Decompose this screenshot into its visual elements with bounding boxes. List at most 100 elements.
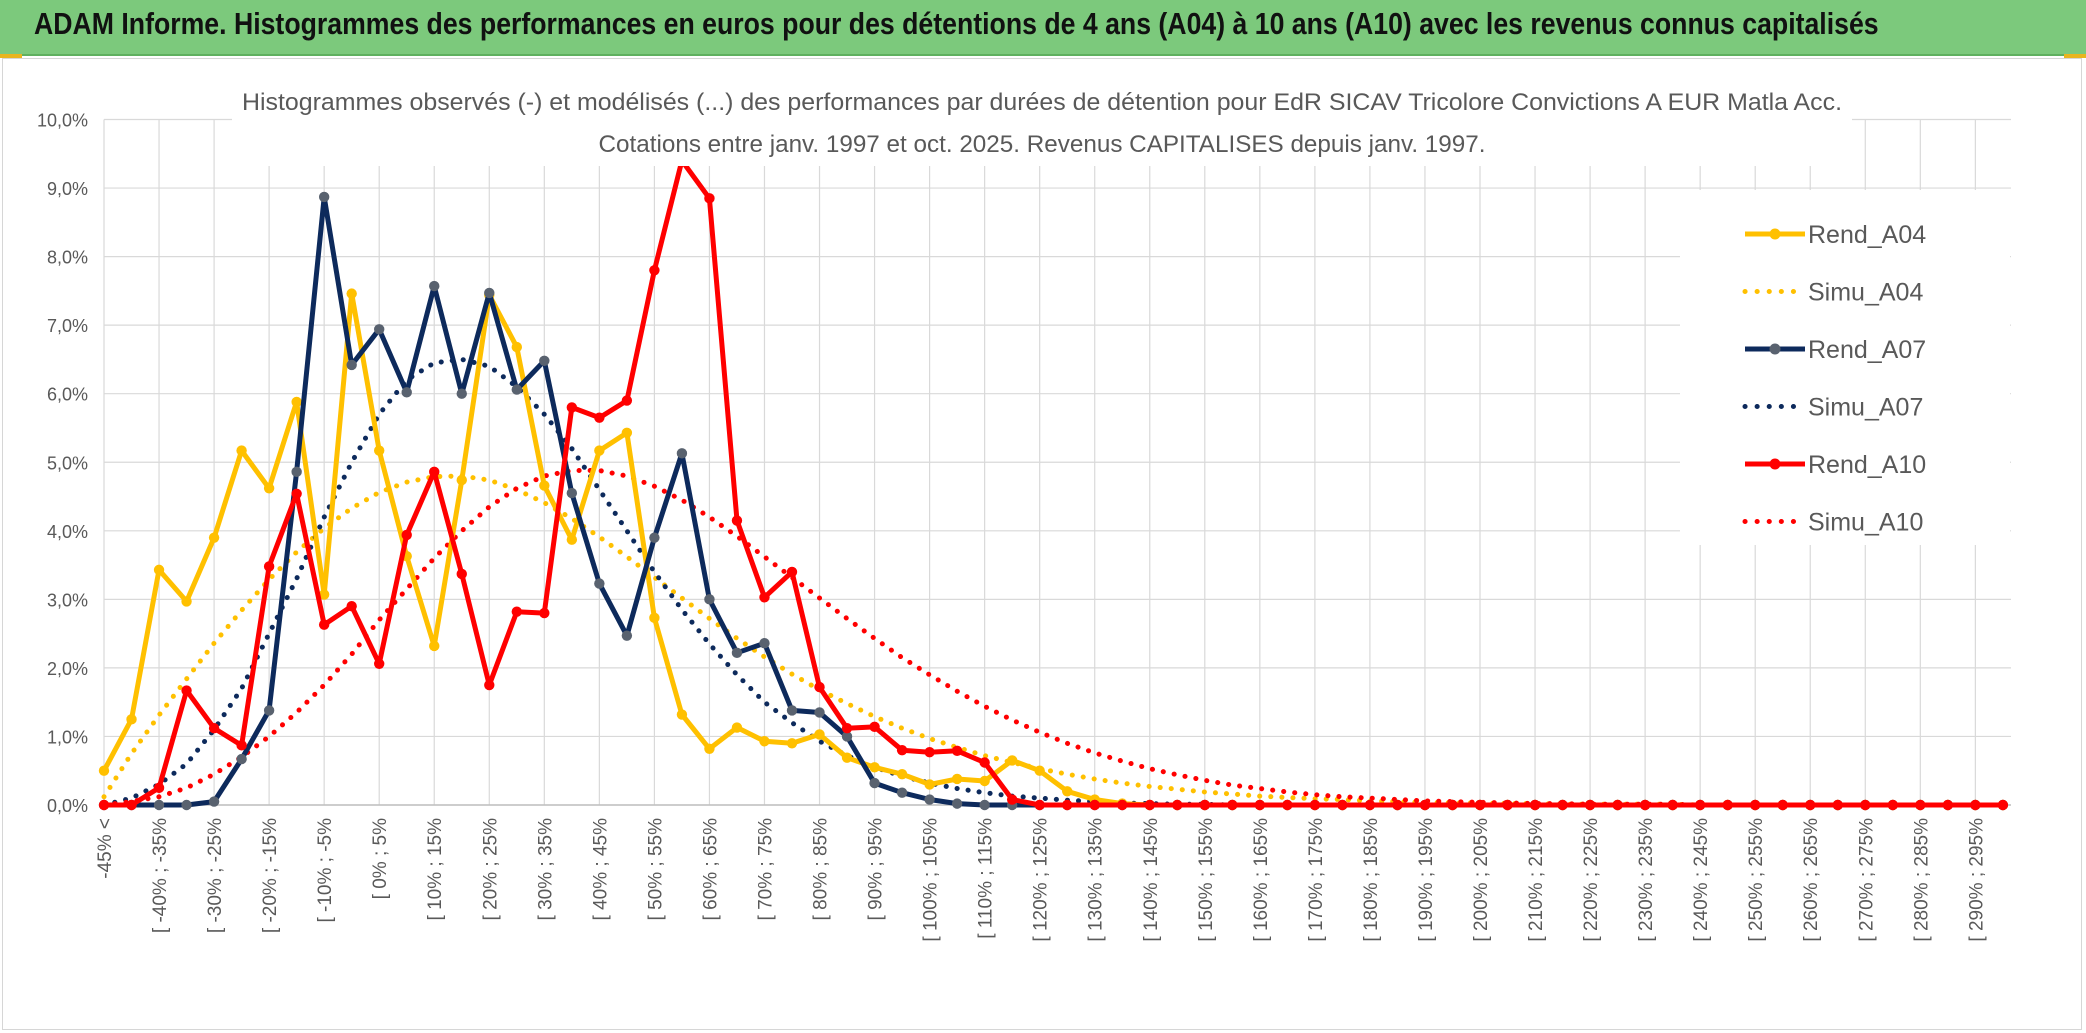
chart-titles: Histogrammes observés (-) et modélisés (… (232, 80, 1852, 166)
data-point (401, 387, 412, 398)
data-point (98, 765, 110, 776)
page-title: ADAM Informe. Histogrammes des performan… (34, 6, 1879, 41)
data-point (346, 601, 357, 612)
x-tick-label: [ 110% ; 115% (976, 818, 997, 939)
data-point (731, 647, 743, 659)
y-tick-label: 6,0% (47, 385, 88, 405)
data-point (786, 738, 798, 749)
x-tick-label: [ 270% ; 275% (1856, 818, 1877, 942)
x-tick-label: [ 290% ; 295% (1966, 818, 1987, 942)
chart-frame (2, 58, 2082, 1030)
grid (103, 118, 2011, 806)
data-point (429, 640, 440, 652)
legend-item-rend-a10: Rend_A10 (1745, 451, 1926, 479)
data-point (318, 191, 330, 203)
x-tick-label: [ -20% ; -15% (260, 818, 281, 933)
data-point (594, 578, 605, 589)
y-tick-label: 3,0% (47, 590, 88, 610)
y-tick-label: 8,0% (47, 248, 88, 268)
data-point (1309, 799, 1321, 811)
legend-marker (1769, 343, 1781, 355)
x-tick-label: [ 70% ; 75% (755, 818, 776, 921)
data-point (869, 762, 880, 773)
y-tick-label: 10,0% (37, 111, 88, 131)
data-point (1419, 799, 1431, 811)
data-point (1997, 799, 2009, 811)
data-point (841, 752, 853, 763)
data-point (814, 681, 825, 693)
series (98, 155, 2009, 811)
x-tick-label: [ 180% ; 185% (1361, 818, 1382, 942)
data-point (539, 607, 550, 619)
data-point (1942, 799, 1954, 811)
data-point (979, 757, 990, 768)
data-point (649, 265, 660, 276)
x-tick-label: [ 90% ; 95% (866, 818, 887, 921)
x-tick-label: [ 20% ; 25% (480, 818, 501, 921)
data-point (1034, 765, 1045, 776)
data-point (621, 427, 633, 438)
data-point (1392, 799, 1403, 811)
data-point (236, 740, 247, 751)
data-point (291, 396, 302, 408)
data-point (208, 532, 220, 543)
data-point (208, 723, 220, 734)
data-point (594, 445, 605, 456)
legend-label: Rend_A07 (1808, 336, 1926, 364)
data-point (1805, 799, 1816, 811)
data-point (346, 288, 357, 299)
data-point (1062, 786, 1073, 797)
data-point (979, 775, 990, 787)
data-point (1970, 799, 1981, 811)
data-point (1144, 799, 1155, 811)
data-point (566, 402, 578, 413)
x-tick-label: [ -30% ; -25% (205, 818, 226, 933)
data-point (704, 594, 715, 605)
x-tick-label: [ 260% ; 265% (1801, 818, 1822, 942)
data-point (896, 787, 908, 798)
legend-label: Rend_A04 (1808, 221, 1926, 249)
data-point (484, 287, 495, 299)
data-point (1062, 799, 1073, 811)
data-point (924, 747, 935, 758)
data-point (649, 532, 660, 543)
title-background (232, 80, 1852, 166)
data-point (1006, 794, 1018, 805)
x-tick-label: [ 0% ; 5% (370, 818, 391, 899)
data-point (1832, 799, 1843, 811)
data-point (676, 448, 688, 459)
data-point (924, 794, 935, 805)
data-point (759, 638, 770, 649)
data-point (1612, 799, 1623, 811)
data-point (181, 799, 192, 811)
data-point (181, 596, 192, 607)
data-point (1117, 799, 1128, 811)
legend: Rend_A04 Simu_A04 Rend_A07 Simu_A07 Rend_A10… (1680, 190, 2010, 545)
data-point (484, 679, 495, 691)
y-tick-label: 9,0% (47, 179, 88, 199)
data-point (263, 705, 275, 716)
data-point (1474, 799, 1486, 811)
x-tick-label: [ 240% ; 245% (1691, 818, 1712, 942)
y-tick-label: 2,0% (47, 659, 88, 679)
data-point (511, 384, 522, 395)
data-point (126, 799, 137, 811)
data-point (181, 685, 192, 696)
corner-accent-left (0, 54, 22, 58)
x-tick-label: [ 160% ; 165% (1251, 818, 1272, 942)
legend-item-rend-a07: Rend_A07 (1745, 336, 1926, 364)
data-point (951, 773, 963, 785)
data-point (1887, 799, 1899, 811)
data-point (318, 589, 330, 600)
legend-item-simu-a10: Simu_A10 (1742, 509, 1923, 537)
chart-subtitle: Cotations entre janv. 1997 et oct. 2025.… (599, 131, 1486, 158)
data-point (1584, 799, 1596, 811)
x-tick-label: [ 130% ; 135% (1086, 818, 1107, 942)
x-tick-label: [ 100% ; 105% (921, 818, 942, 942)
data-point (841, 731, 853, 742)
data-point (1694, 799, 1706, 811)
data-point (979, 799, 990, 811)
x-tick-label: [ 40% ; 45% (590, 818, 611, 921)
data-point (731, 722, 743, 733)
data-point (291, 488, 302, 499)
